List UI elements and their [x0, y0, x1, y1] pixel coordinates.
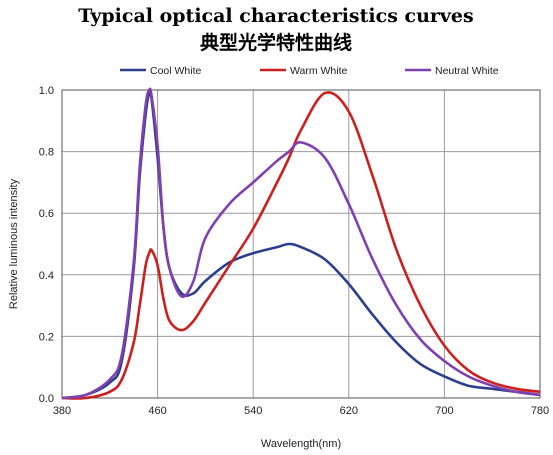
plot-frame [61, 89, 541, 399]
x-tick-label: 700 [435, 405, 453, 417]
y-tick-label: 0.4 [39, 270, 54, 282]
series-line-warm-white [61, 91, 541, 400]
x-tick-label: 780 [531, 405, 549, 417]
y-tick-label: 0.6 [39, 208, 54, 220]
legend-label: Warm White [290, 65, 348, 77]
grid-lines [62, 90, 540, 398]
y-tick-label: 0.0 [39, 393, 54, 405]
y-tick-label: 1.0 [39, 85, 54, 97]
chart-subtitle: 典型光学特性曲线 [200, 31, 352, 54]
series-lines [61, 87, 541, 400]
x-tick-label: 540 [244, 405, 262, 417]
x-axis-label: Wavelength(nm) [261, 438, 341, 450]
chart-title: Typical optical characteristics curves [78, 5, 473, 27]
x-tick-label: 460 [148, 405, 166, 417]
x-tick-labels: 380 460 540 620 700 780 [53, 405, 549, 417]
y-tick-label: 0.8 [39, 147, 54, 159]
legend: Cool White Warm White Neutral White [120, 65, 499, 77]
y-tick-label: 0.2 [39, 331, 54, 343]
x-tick-label: 620 [340, 405, 358, 417]
y-axis-label: Relative luminous intensity [8, 178, 20, 309]
series-line-neutral-white [61, 87, 541, 400]
legend-label: Cool White [150, 65, 202, 77]
x-tick-label: 380 [53, 405, 71, 417]
series-line-cool-white [61, 89, 541, 400]
legend-label: Neutral White [435, 65, 499, 77]
y-tick-labels: 0.0 0.2 0.4 0.6 0.8 1.0 [39, 85, 54, 405]
